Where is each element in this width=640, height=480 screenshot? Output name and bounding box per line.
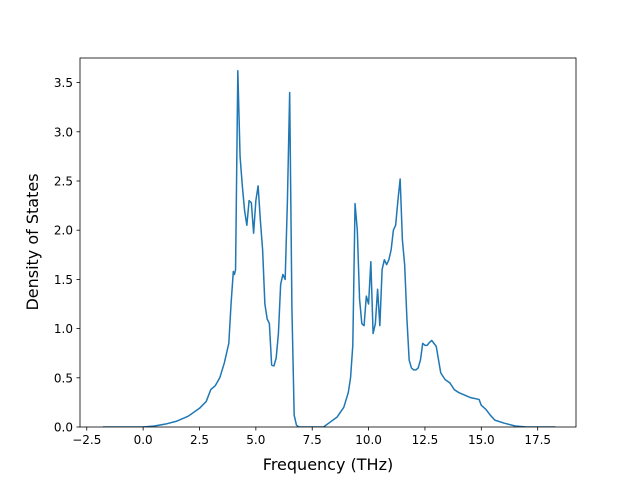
y-tick-label: 3.5	[54, 76, 73, 90]
y-axis-label: Density of States	[23, 173, 42, 310]
ticks: −2.5 0.0 2.5 5.0 7.5 10.0 12.5 15.0 17.50.00.51.…	[54, 76, 551, 447]
y-tick-label: 1.5	[54, 273, 73, 287]
plot-area	[102, 70, 556, 427]
x-tick-label: 10.0	[355, 433, 382, 447]
x-tick-label: −2.5	[72, 433, 101, 447]
y-tick-label: 0.5	[54, 371, 73, 385]
y-tick-label: 2.5	[54, 175, 73, 189]
x-tick-label: 12.5	[412, 433, 439, 447]
x-tick-label: 17.5	[524, 433, 551, 447]
y-tick-label: 3.0	[54, 125, 73, 139]
y-tick-label: 2.0	[54, 224, 73, 238]
dos-series-line-0	[102, 70, 556, 427]
y-tick-label: 0.0	[54, 421, 73, 435]
x-tick-label: 5.0	[246, 433, 265, 447]
x-axis-label: Frequency (THz)	[263, 455, 393, 474]
x-tick-label: 0.0	[134, 433, 153, 447]
x-tick-label: 15.0	[468, 433, 495, 447]
axes	[79, 57, 577, 428]
x-tick-label: 7.5	[303, 433, 322, 447]
y-tick-label: 1.0	[54, 322, 73, 336]
axes-frame	[79, 57, 577, 428]
x-tick-label: 2.5	[190, 433, 209, 447]
